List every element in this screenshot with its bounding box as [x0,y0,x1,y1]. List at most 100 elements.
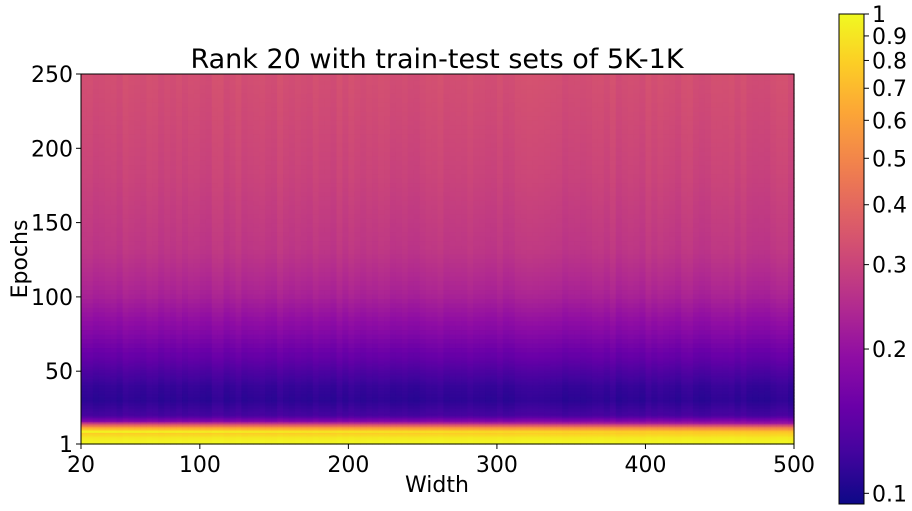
heatmap-cell [253,426,260,429]
heatmap-cell [562,420,569,423]
heatmap-cell [330,438,338,441]
heatmap-cell [455,433,462,436]
heatmap-cell [312,429,320,432]
heatmap-cell [98,441,106,444]
heatmap-cell [134,435,142,438]
heatmap-cell [288,436,296,439]
heatmap-cell [645,436,652,439]
heatmap-cell [92,433,100,436]
heatmap-cell [716,433,724,436]
heatmap-cell [407,429,415,432]
heatmap-cell [330,420,338,423]
heatmap-cell [366,427,373,430]
heatmap-cell [627,432,635,435]
heatmap-cell [152,432,159,435]
heatmap-cell [752,433,759,436]
heatmap-cell [627,439,635,442]
heatmap-cell [128,433,136,436]
heatmap-cell [485,423,492,426]
heatmap-cell [164,441,171,444]
heatmap-cell [514,418,522,421]
heatmap-cell [271,435,278,438]
heatmap-cell [288,423,296,426]
heatmap-cell [443,438,450,441]
heatmap-cell [128,430,136,433]
heatmap-cell [526,429,534,432]
heatmap-cell [538,433,546,436]
heatmap-cell [187,441,195,444]
heatmap-cell [300,432,308,435]
heatmap-cell [104,426,112,429]
heatmap-cell [568,418,575,421]
heatmap-cell [92,418,100,421]
heatmap-cell [532,433,540,436]
heatmap-cell [538,439,546,442]
heatmap-cell [496,420,504,423]
heatmap-cell [360,435,367,438]
heatmap-cell [176,423,183,426]
heatmap-cell [193,426,201,429]
heatmap-cell [98,435,106,438]
heatmap-cell [496,421,504,424]
heatmap-cell [223,429,231,432]
heatmap-cell [764,435,771,438]
heatmap-cell [330,426,338,429]
heatmap-cells [81,74,795,445]
heatmap-cell [645,429,652,432]
heatmap-cell [378,421,385,424]
heatmap-cell [740,423,748,426]
heatmap-cell [485,439,492,442]
heatmap-cell [81,424,88,427]
heatmap-cell [437,427,445,430]
heatmap-cell [205,430,213,433]
heatmap-cell [526,420,534,423]
heatmap-cell [603,435,611,438]
heatmap-cell [734,423,742,426]
heatmap-cell [692,423,700,426]
heatmap-cell [645,441,652,444]
heatmap-cell [746,427,754,430]
heatmap-cell [98,438,106,441]
heatmap-cell [461,426,468,429]
heatmap-cell [538,438,546,441]
heatmap-cell [348,424,355,427]
heatmap-cell [98,432,106,435]
heatmap-cell [98,420,106,423]
heatmap-cell [342,420,349,423]
heatmap-cell [259,438,266,441]
heatmap-cell [704,429,712,432]
heatmap-cell [92,432,100,435]
heatmap-cell [378,433,385,436]
heatmap-cell [752,426,759,429]
heatmap-cell [788,421,795,424]
heatmap-cell [277,432,284,435]
heatmap-cell [586,433,593,436]
heatmap-cell [122,420,130,423]
heatmap-cell [568,429,575,432]
heatmap-cell [122,426,130,429]
heatmap-cell [532,430,540,433]
heatmap-cell [419,436,427,439]
heatmap-cell [740,426,748,429]
heatmap-cell [104,436,112,439]
heatmap-cell [746,435,754,438]
heatmap-cell [437,423,445,426]
heatmap-cell [657,432,664,435]
heatmap-cell [621,430,629,433]
heatmap-cell [603,433,611,436]
heatmap-cell [710,438,718,441]
heatmap-cell [170,429,177,432]
heatmap-cell [182,421,189,424]
heatmap-cell [300,418,308,421]
heatmap-cell [324,427,332,430]
heatmap-cell [425,441,433,444]
heatmap-cell [675,433,682,436]
heatmap-cell [467,420,474,423]
heatmap-cell [687,429,694,432]
heatmap-cell [318,424,326,427]
heatmap-cell [294,423,302,426]
heatmap-cell [217,435,225,438]
heatmap-cell [776,426,783,429]
heatmap-cell [698,424,706,427]
heatmap-cell [520,430,528,433]
